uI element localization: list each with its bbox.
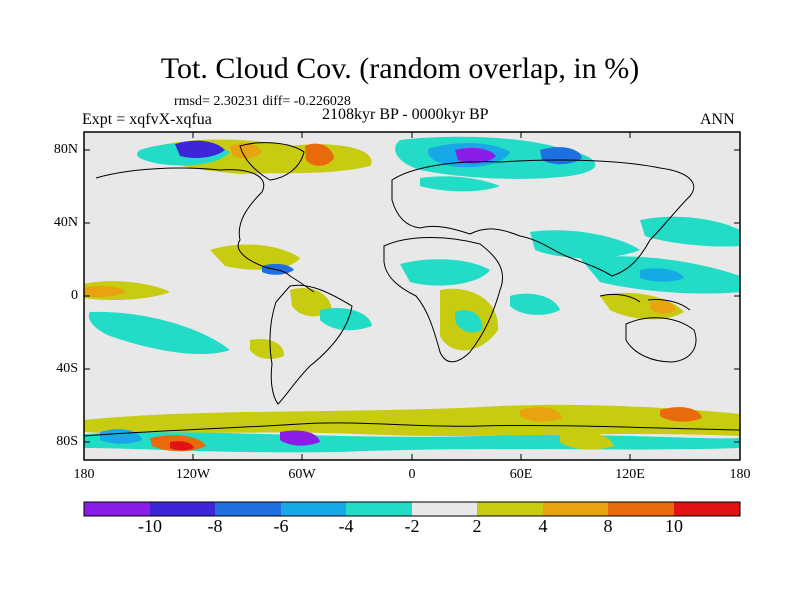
colorbar-swatch-10 bbox=[674, 502, 740, 516]
southam-positive-yellow-2 bbox=[250, 338, 285, 359]
x-tick-label: 180 bbox=[73, 467, 95, 482]
coastlines bbox=[84, 142, 740, 437]
southern-ocean-positive-yellow bbox=[84, 404, 740, 436]
greenland-positive-orange bbox=[230, 143, 262, 159]
colorbar-swatch-6 bbox=[412, 502, 477, 516]
colorbar-label: 8 bbox=[603, 516, 613, 536]
westpac-negative-blue bbox=[640, 268, 684, 282]
rmsd-diff-label: rmsd= 2.30231 diff= -0.226028 bbox=[174, 94, 351, 109]
australia-coast bbox=[625, 317, 697, 363]
antarctic-negative-purple bbox=[280, 430, 320, 446]
eurasia-coast bbox=[391, 159, 695, 277]
siberia-negative-purple bbox=[455, 148, 496, 164]
south-america-coast bbox=[269, 284, 353, 405]
north-america-coast bbox=[95, 167, 315, 293]
y-tick-label: 0 bbox=[71, 288, 78, 303]
antarctic-positive-yellow-2 bbox=[560, 431, 614, 450]
colorbar bbox=[83, 501, 741, 517]
x-tick-label: 60W bbox=[288, 467, 316, 482]
indonesia-coast bbox=[599, 293, 691, 311]
greenland-negative-blue bbox=[175, 140, 225, 158]
centralam-positive-yellow bbox=[210, 244, 300, 270]
season-label: ANN bbox=[700, 111, 735, 128]
eurasia-negative-cyan bbox=[420, 176, 500, 192]
antarctic-positive-red-2 bbox=[170, 441, 194, 451]
colorbar-label: -2 bbox=[404, 516, 420, 536]
y-tick-label: 80S bbox=[56, 434, 78, 449]
antarctic-positive-orange bbox=[520, 407, 562, 422]
period-label: 2108kyr BP - 0000kyr BP bbox=[322, 106, 489, 123]
eastpac-positive-orange bbox=[84, 285, 126, 298]
colorbar-label: -8 bbox=[207, 516, 223, 536]
axis-ticks bbox=[83, 132, 741, 460]
colorbar-swatch-7 bbox=[477, 502, 543, 516]
anomaly-field bbox=[84, 136, 740, 453]
indian-negative-cyan bbox=[510, 293, 560, 315]
colorbar-outline bbox=[83, 501, 741, 517]
colorbar-label: 2 bbox=[472, 516, 482, 536]
colorbar-swatch-9 bbox=[608, 502, 674, 516]
colorbar-label: -6 bbox=[273, 516, 289, 536]
colorbar-swatch-3 bbox=[215, 502, 281, 516]
southam-positive-yellow bbox=[290, 288, 332, 317]
x-tick-label: 60E bbox=[509, 467, 533, 482]
x-tick-label: 120W bbox=[175, 467, 211, 482]
y-tick-label: 40N bbox=[53, 215, 78, 230]
colorbar-swatch-5 bbox=[346, 502, 412, 516]
x-tick-label: 120E bbox=[615, 467, 645, 482]
colorbar-label: -10 bbox=[138, 516, 162, 536]
centralam-negative-blue bbox=[262, 263, 294, 275]
maritime-positive-orange bbox=[650, 300, 676, 314]
greenland-coast bbox=[239, 142, 305, 181]
atlantic-negative-cyan bbox=[320, 307, 372, 331]
colorbar-swatch-2 bbox=[150, 502, 215, 516]
colorbar-swatch-8 bbox=[543, 502, 608, 516]
y-tick-label: 40S bbox=[56, 361, 78, 376]
x-tick-label: 180 bbox=[729, 467, 751, 482]
map-title: Tot. Cloud Cov. (random overlap, in %) bbox=[160, 52, 640, 85]
x-tick-label: 0 bbox=[408, 467, 416, 482]
africa-coast bbox=[383, 237, 503, 363]
y-tick-label: 80N bbox=[53, 142, 78, 157]
africa-negative-cyan bbox=[400, 259, 490, 286]
antarctica-coast bbox=[84, 422, 740, 437]
colorbar-swatch-1 bbox=[84, 502, 150, 516]
experiment-label: Expt = xqfvX-xqfua bbox=[82, 111, 212, 128]
southpac-negative-cyan bbox=[88, 311, 230, 355]
asia-negative-cyan bbox=[530, 230, 640, 259]
arctic-positive-red bbox=[305, 143, 334, 166]
colorbar-label: -4 bbox=[338, 516, 354, 536]
colorbar-label: 4 bbox=[538, 516, 548, 536]
colorbar-swatch-4 bbox=[281, 502, 346, 516]
africa-negative-cyan-2 bbox=[455, 310, 483, 333]
antarctic-positive-orange-2 bbox=[660, 407, 702, 422]
colorbar-label: 10 bbox=[665, 516, 683, 536]
